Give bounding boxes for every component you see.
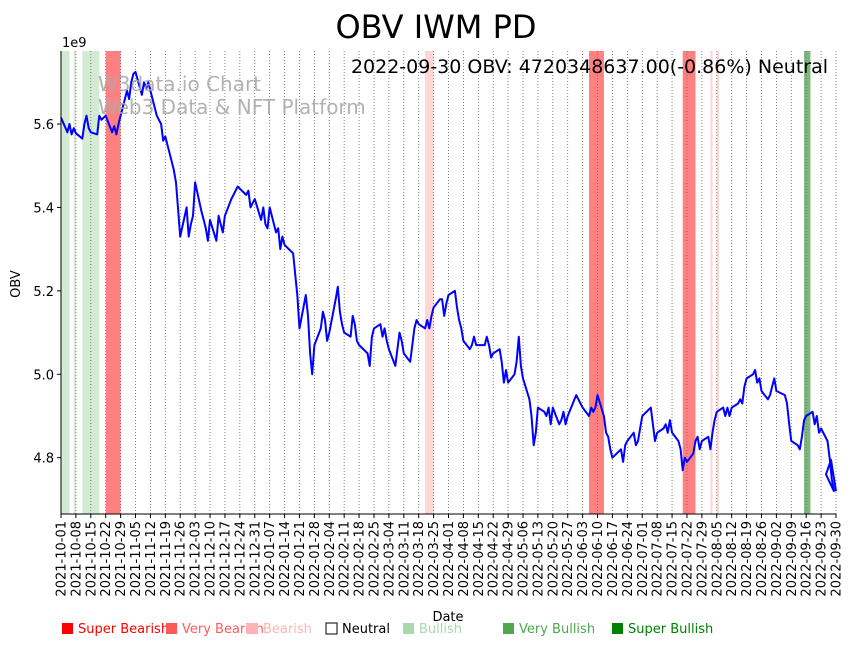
x-tick-label: 2022-09-23 <box>815 521 830 597</box>
y-tick-label: 5.4 <box>33 201 54 216</box>
x-tick-label: 2022-04-15 <box>472 521 487 597</box>
y-tick-label: 5.6 <box>33 118 54 133</box>
x-tick-label: 2021-10-29 <box>114 521 129 597</box>
legend-swatch <box>403 623 414 634</box>
x-tick-label: 2022-03-25 <box>427 521 442 597</box>
signal-band <box>105 51 121 514</box>
signal-band <box>716 51 719 514</box>
x-tick-label: 2021-12-03 <box>189 521 204 597</box>
x-tick-label: 2022-04-29 <box>502 521 517 597</box>
legend-label: Super Bullish <box>628 622 713 637</box>
x-tick-label: 2022-05-27 <box>561 521 576 597</box>
x-tick-label: 2022-09-16 <box>800 521 815 597</box>
legend-swatch <box>166 623 177 634</box>
x-tick-label: 2022-08-19 <box>740 521 755 597</box>
x-tick-label: 2022-07-29 <box>695 521 710 597</box>
x-tick-label: 2022-09-02 <box>770 521 785 597</box>
y-tick-label: 4.8 <box>33 452 54 467</box>
legend-label: Neutral <box>342 622 390 637</box>
x-tick-label: 2022-08-12 <box>725 521 740 597</box>
x-tick-label: 2022-05-13 <box>531 521 546 597</box>
x-tick-label: 2022-01-07 <box>263 521 278 597</box>
obv-line <box>60 70 837 493</box>
x-tick-label: 2022-07-22 <box>680 521 695 597</box>
latest-value-annotation: 2022-09-30 OBV: 4720348637.00(-0.86%) Ne… <box>351 56 828 78</box>
x-tick-label: 2022-06-10 <box>591 521 606 597</box>
watermark-line-2: Web3 Data & NFT Platform <box>98 95 366 119</box>
signal-band <box>425 51 434 514</box>
x-tick-label: 2022-08-05 <box>710 521 725 597</box>
signal-band <box>589 51 604 514</box>
x-tick-label: 2022-03-04 <box>382 521 397 597</box>
series-layer <box>60 70 837 493</box>
y-tick-label: 5.0 <box>33 368 54 383</box>
x-tick-label: 2021-10-08 <box>69 521 84 597</box>
x-tick-label: 2022-08-26 <box>755 521 770 597</box>
legend-swatch <box>503 623 514 634</box>
vertical-grid <box>60 51 837 514</box>
x-tick-label: 2022-09-09 <box>785 521 800 597</box>
x-tick-label: 2021-11-26 <box>174 521 189 597</box>
y-tick-label: 5.2 <box>33 285 54 300</box>
signal-band <box>73 51 76 514</box>
x-tick-label: 2022-05-06 <box>517 521 532 597</box>
legend-label: Super Bearish <box>78 622 169 637</box>
x-tick-label: 2022-01-14 <box>278 521 293 597</box>
x-tick-label: 2022-02-25 <box>367 521 382 597</box>
x-tick-label: 2022-06-03 <box>576 521 591 597</box>
chart-title: OBV IWM PD <box>335 8 536 46</box>
x-tick-label: 2022-06-24 <box>621 521 636 597</box>
x-tick-label: 2022-07-08 <box>651 521 666 597</box>
legend-label: Very Bullish <box>519 622 595 637</box>
y-axis-label: OBV <box>9 270 24 298</box>
x-tick-label: 2022-06-17 <box>606 521 621 597</box>
x-tick-label: 2022-03-18 <box>412 521 427 597</box>
x-tick-label: 2022-02-18 <box>353 521 368 597</box>
y-axis-offset-label: 1e9 <box>62 36 87 51</box>
x-tick-label: 2021-10-01 <box>55 521 70 597</box>
x-tick-label: 2022-01-21 <box>293 521 308 597</box>
legend-label: Very Bearish <box>182 622 264 637</box>
x-tick-label: 2022-04-22 <box>487 521 502 597</box>
signal-band <box>804 51 811 514</box>
legend-swatch <box>325 622 338 635</box>
x-tick-label: 2021-12-10 <box>204 521 219 597</box>
x-tick-label: 2022-03-11 <box>397 521 412 597</box>
x-tick-label: 2021-11-12 <box>144 521 159 597</box>
x-tick-label: 2021-10-15 <box>84 521 99 597</box>
signal-band <box>61 51 70 514</box>
x-tick-label: 2021-11-19 <box>159 521 174 597</box>
signal-band <box>682 51 696 514</box>
x-tick-label: 2022-04-01 <box>442 521 457 597</box>
signal-bands <box>61 51 811 514</box>
legend-label: Bearish <box>263 622 312 637</box>
x-axis-label: Date <box>432 610 463 625</box>
legend-swatch <box>247 623 258 634</box>
x-tick-label: 2022-07-15 <box>666 521 681 597</box>
x-tick-label: 2022-07-01 <box>636 521 651 597</box>
x-tick-label: 2022-02-11 <box>338 521 353 597</box>
x-tick-label: 2022-01-28 <box>308 521 323 597</box>
x-tick-label: 2021-12-31 <box>248 521 263 597</box>
x-tick-label: 2022-04-08 <box>457 521 472 597</box>
x-tick-label: 2021-12-24 <box>233 521 248 597</box>
x-tick-label: 2022-02-04 <box>323 521 338 597</box>
legend-swatch <box>62 623 73 634</box>
x-tick-label: 2021-11-05 <box>129 521 144 597</box>
legend-swatch <box>612 623 623 634</box>
legend-label: Bullish <box>419 622 462 637</box>
x-tick-label: 2022-09-30 <box>830 521 845 597</box>
legend: Super Bearish Very Bearish Bearish Neutral B… <box>62 622 713 637</box>
x-tick-label: 2021-10-22 <box>99 521 114 597</box>
watermark-line-1: W3data.io Chart <box>98 72 261 96</box>
x-tick-label: 2022-05-20 <box>546 521 561 597</box>
signal-band <box>710 51 713 514</box>
x-tick-label: 2021-12-17 <box>218 521 233 597</box>
